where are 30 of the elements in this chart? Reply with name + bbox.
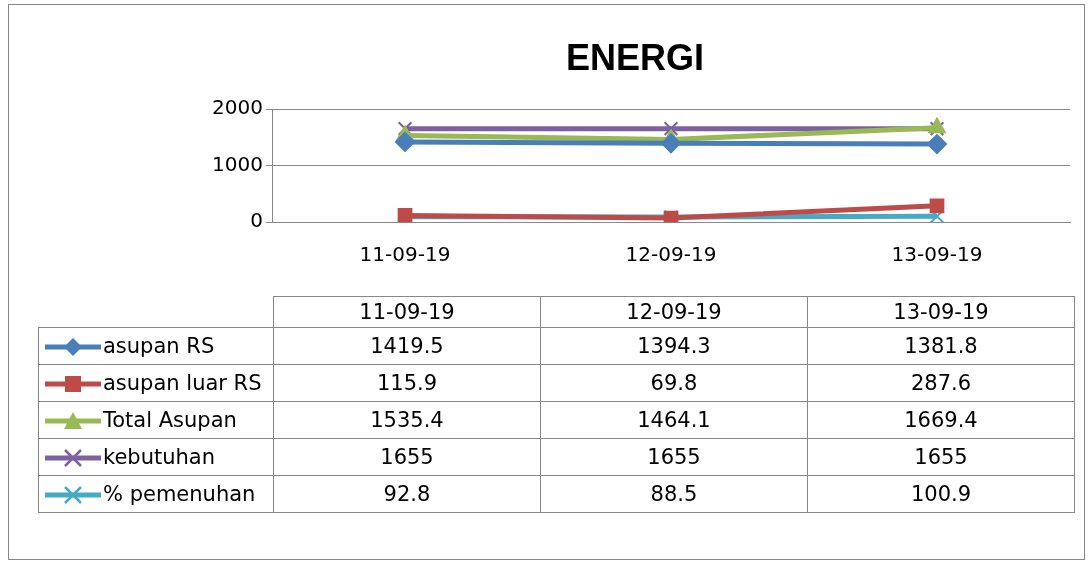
category-label: 12-09-19: [626, 300, 722, 324]
data-label: 1535.4: [273, 401, 541, 439]
data-label: 1464.1: [540, 401, 808, 439]
chart-title: ENERGI: [565, 36, 705, 78]
data-label: 115.9: [273, 364, 541, 402]
legend-label: asupan luar RS: [103, 371, 262, 395]
data-label: 1655: [273, 438, 541, 476]
data-label: 1655: [540, 438, 808, 476]
x-tick-label: 11-09-19: [359, 242, 451, 267]
data-label: 287.6: [807, 364, 1075, 402]
x-tick-label: 13-09-19: [891, 242, 983, 267]
data-label: 100.9: [807, 475, 1075, 513]
legend-label: asupan RS: [103, 334, 215, 358]
y-tick-label: 1000: [212, 151, 263, 176]
data-label: 92.8: [273, 475, 541, 513]
data-label: 1394.3: [540, 327, 808, 365]
data-label: 1655: [807, 438, 1075, 476]
data-label: 1419.5: [273, 327, 541, 365]
data-label: 1669.4: [807, 401, 1075, 439]
data-label: 69.8: [540, 364, 808, 402]
legend-label: kebutuhan: [103, 445, 216, 469]
x-tick-label: 12-09-19: [625, 242, 717, 267]
y-tick-label: 2000: [212, 95, 263, 120]
category-label: 11-09-19: [359, 300, 455, 324]
data-label: 88.5: [540, 475, 808, 513]
legend-label: Total Asupan: [103, 408, 237, 432]
data-label: 1381.8: [807, 327, 1075, 365]
legend-label: % pemenuhan: [103, 482, 256, 506]
y-tick-label: 0: [250, 208, 263, 233]
category-label: 13-09-19: [893, 300, 989, 324]
